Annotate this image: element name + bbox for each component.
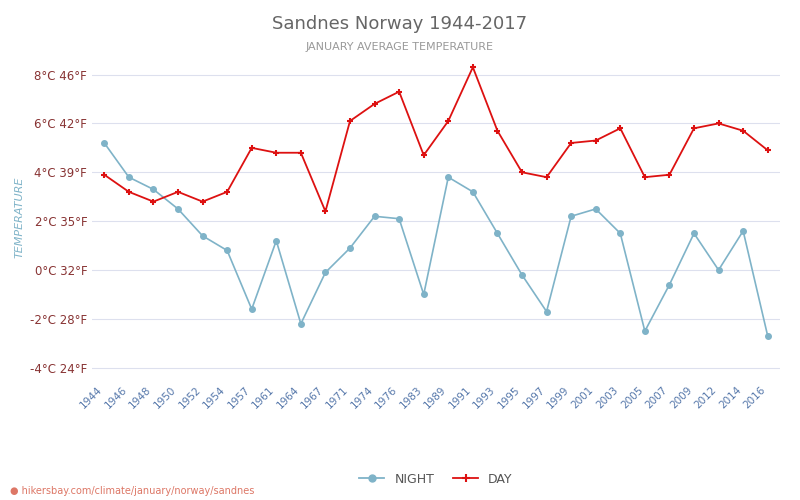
Y-axis label: TEMPERATURE: TEMPERATURE bbox=[14, 177, 24, 258]
Text: ● hikersbay.com/climate/january/norway/sandnes: ● hikersbay.com/climate/january/norway/s… bbox=[10, 486, 254, 496]
Legend: NIGHT, DAY: NIGHT, DAY bbox=[354, 468, 518, 491]
Text: Sandnes Norway 1944-2017: Sandnes Norway 1944-2017 bbox=[273, 15, 527, 33]
Text: JANUARY AVERAGE TEMPERATURE: JANUARY AVERAGE TEMPERATURE bbox=[306, 42, 494, 52]
